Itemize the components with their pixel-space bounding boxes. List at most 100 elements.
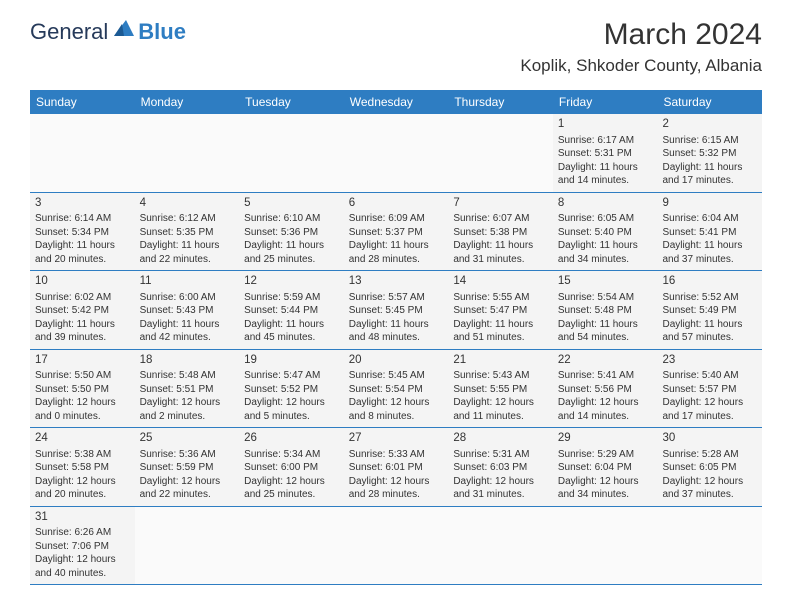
- day-number: 22: [558, 353, 653, 369]
- sunrise-text: Sunrise: 5:55 AM: [453, 291, 548, 305]
- sunrise-text: Sunrise: 5:45 AM: [349, 369, 444, 383]
- sunset-text: Sunset: 5:58 PM: [35, 461, 130, 475]
- calendar-cell: 21Sunrise: 5:43 AMSunset: 5:55 PMDayligh…: [448, 350, 553, 428]
- calendar-week: 10Sunrise: 6:02 AMSunset: 5:42 PMDayligh…: [30, 271, 762, 350]
- sunrise-text: Sunrise: 6:14 AM: [35, 212, 130, 226]
- calendar-cell: [30, 114, 135, 192]
- day-number: 30: [662, 431, 757, 447]
- sunrise-text: Sunrise: 5:34 AM: [244, 448, 339, 462]
- brand-prefix: General: [30, 19, 108, 45]
- calendar-body: 1Sunrise: 6:17 AMSunset: 5:31 PMDaylight…: [30, 114, 762, 585]
- calendar-cell: [553, 507, 658, 585]
- sunset-text: Sunset: 5:34 PM: [35, 226, 130, 240]
- daylight-text: Daylight: 12 hours and 28 minutes.: [349, 475, 444, 502]
- sunset-text: Sunset: 6:00 PM: [244, 461, 339, 475]
- calendar-cell: 1Sunrise: 6:17 AMSunset: 5:31 PMDaylight…: [553, 114, 658, 192]
- sunrise-text: Sunrise: 5:50 AM: [35, 369, 130, 383]
- daylight-text: Daylight: 11 hours and 57 minutes.: [662, 318, 757, 345]
- sail-icon: [112, 18, 136, 38]
- sunrise-text: Sunrise: 6:02 AM: [35, 291, 130, 305]
- calendar-cell: 4Sunrise: 6:12 AMSunset: 5:35 PMDaylight…: [135, 193, 240, 271]
- sunset-text: Sunset: 6:04 PM: [558, 461, 653, 475]
- daylight-text: Daylight: 11 hours and 17 minutes.: [662, 161, 757, 188]
- daylight-text: Daylight: 11 hours and 25 minutes.: [244, 239, 339, 266]
- calendar-cell: 29Sunrise: 5:29 AMSunset: 6:04 PMDayligh…: [553, 428, 658, 506]
- daylight-text: Daylight: 11 hours and 37 minutes.: [662, 239, 757, 266]
- sunset-text: Sunset: 5:56 PM: [558, 383, 653, 397]
- daylight-text: Daylight: 11 hours and 20 minutes.: [35, 239, 130, 266]
- weekday-label: Wednesday: [344, 90, 449, 114]
- sunset-text: Sunset: 5:48 PM: [558, 304, 653, 318]
- calendar-cell: 30Sunrise: 5:28 AMSunset: 6:05 PMDayligh…: [657, 428, 762, 506]
- sunset-text: Sunset: 5:38 PM: [453, 226, 548, 240]
- daylight-text: Daylight: 11 hours and 22 minutes.: [140, 239, 235, 266]
- page-header: General Blue March 2024 Koplik, Shkoder …: [0, 0, 792, 84]
- sunset-text: Sunset: 7:06 PM: [35, 540, 130, 554]
- sunset-text: Sunset: 5:42 PM: [35, 304, 130, 318]
- weekday-label: Sunday: [30, 90, 135, 114]
- sunset-text: Sunset: 6:01 PM: [349, 461, 444, 475]
- calendar-cell: [448, 507, 553, 585]
- daylight-text: Daylight: 11 hours and 31 minutes.: [453, 239, 548, 266]
- calendar-cell: [657, 507, 762, 585]
- calendar-week: 31Sunrise: 6:26 AMSunset: 7:06 PMDayligh…: [30, 507, 762, 586]
- daylight-text: Daylight: 11 hours and 42 minutes.: [140, 318, 235, 345]
- calendar-cell: 6Sunrise: 6:09 AMSunset: 5:37 PMDaylight…: [344, 193, 449, 271]
- sunrise-text: Sunrise: 5:48 AM: [140, 369, 235, 383]
- calendar-cell: 18Sunrise: 5:48 AMSunset: 5:51 PMDayligh…: [135, 350, 240, 428]
- daylight-text: Daylight: 12 hours and 11 minutes.: [453, 396, 548, 423]
- calendar-cell: 10Sunrise: 6:02 AMSunset: 5:42 PMDayligh…: [30, 271, 135, 349]
- weekday-label: Monday: [135, 90, 240, 114]
- sunset-text: Sunset: 5:40 PM: [558, 226, 653, 240]
- calendar-cell: 20Sunrise: 5:45 AMSunset: 5:54 PMDayligh…: [344, 350, 449, 428]
- sunset-text: Sunset: 5:37 PM: [349, 226, 444, 240]
- daylight-text: Daylight: 12 hours and 22 minutes.: [140, 475, 235, 502]
- day-number: 29: [558, 431, 653, 447]
- brand-suffix: Blue: [138, 19, 186, 45]
- daylight-text: Daylight: 11 hours and 54 minutes.: [558, 318, 653, 345]
- calendar-cell: 9Sunrise: 6:04 AMSunset: 5:41 PMDaylight…: [657, 193, 762, 271]
- sunset-text: Sunset: 5:54 PM: [349, 383, 444, 397]
- sunrise-text: Sunrise: 5:28 AM: [662, 448, 757, 462]
- sunset-text: Sunset: 5:52 PM: [244, 383, 339, 397]
- calendar-cell: 26Sunrise: 5:34 AMSunset: 6:00 PMDayligh…: [239, 428, 344, 506]
- sunrise-text: Sunrise: 5:29 AM: [558, 448, 653, 462]
- sunrise-text: Sunrise: 6:12 AM: [140, 212, 235, 226]
- day-number: 27: [349, 431, 444, 447]
- daylight-text: Daylight: 11 hours and 14 minutes.: [558, 161, 653, 188]
- calendar-cell: 28Sunrise: 5:31 AMSunset: 6:03 PMDayligh…: [448, 428, 553, 506]
- daylight-text: Daylight: 12 hours and 8 minutes.: [349, 396, 444, 423]
- calendar-cell: 3Sunrise: 6:14 AMSunset: 5:34 PMDaylight…: [30, 193, 135, 271]
- sunset-text: Sunset: 5:55 PM: [453, 383, 548, 397]
- sunset-text: Sunset: 6:03 PM: [453, 461, 548, 475]
- title-block: March 2024 Koplik, Shkoder County, Alban…: [520, 18, 762, 76]
- day-number: 8: [558, 196, 653, 212]
- day-number: 1: [558, 117, 653, 133]
- calendar-cell: [448, 114, 553, 192]
- day-number: 15: [558, 274, 653, 290]
- calendar-week: 1Sunrise: 6:17 AMSunset: 5:31 PMDaylight…: [30, 114, 762, 193]
- calendar-cell: 27Sunrise: 5:33 AMSunset: 6:01 PMDayligh…: [344, 428, 449, 506]
- calendar-cell: [344, 114, 449, 192]
- weekday-header: Sunday Monday Tuesday Wednesday Thursday…: [30, 90, 762, 114]
- sunrise-text: Sunrise: 6:07 AM: [453, 212, 548, 226]
- sunrise-text: Sunrise: 6:17 AM: [558, 134, 653, 148]
- sunset-text: Sunset: 5:43 PM: [140, 304, 235, 318]
- sunrise-text: Sunrise: 5:47 AM: [244, 369, 339, 383]
- calendar-cell: [135, 114, 240, 192]
- day-number: 24: [35, 431, 130, 447]
- sunrise-text: Sunrise: 6:00 AM: [140, 291, 235, 305]
- weekday-label: Tuesday: [239, 90, 344, 114]
- daylight-text: Daylight: 12 hours and 40 minutes.: [35, 553, 130, 580]
- calendar: Sunday Monday Tuesday Wednesday Thursday…: [30, 90, 762, 585]
- day-number: 4: [140, 196, 235, 212]
- sunrise-text: Sunrise: 5:52 AM: [662, 291, 757, 305]
- sunset-text: Sunset: 5:44 PM: [244, 304, 339, 318]
- calendar-cell: 5Sunrise: 6:10 AMSunset: 5:36 PMDaylight…: [239, 193, 344, 271]
- daylight-text: Daylight: 12 hours and 34 minutes.: [558, 475, 653, 502]
- weekday-label: Friday: [553, 90, 658, 114]
- location-text: Koplik, Shkoder County, Albania: [520, 56, 762, 76]
- sunset-text: Sunset: 5:31 PM: [558, 147, 653, 161]
- day-number: 12: [244, 274, 339, 290]
- sunrise-text: Sunrise: 6:09 AM: [349, 212, 444, 226]
